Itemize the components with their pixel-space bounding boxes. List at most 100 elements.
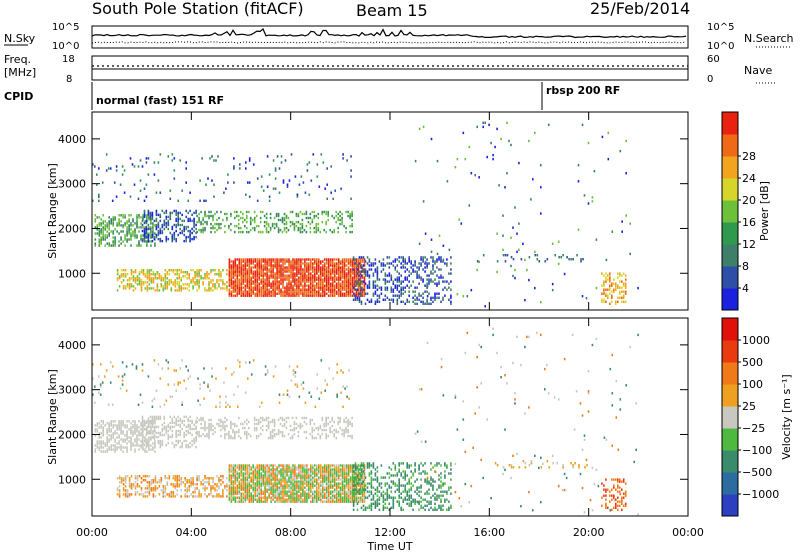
heatmap-cell <box>234 466 237 469</box>
heatmap-cell <box>318 488 320 491</box>
heatmap-cell <box>510 143 512 147</box>
heatmap-cell <box>285 220 288 224</box>
heatmap-cell <box>193 235 195 239</box>
heatmap-cell <box>134 432 136 435</box>
heatmap-cell <box>240 272 243 275</box>
heatmap-cell <box>268 488 270 491</box>
heatmap-cell <box>359 288 362 291</box>
heatmap-cell <box>378 260 381 263</box>
heatmap-cell <box>185 439 187 443</box>
heatmap-cell <box>230 294 233 297</box>
heatmap-cell <box>174 273 176 276</box>
heatmap-cell <box>120 422 122 425</box>
heatmap-cell <box>124 424 126 427</box>
heatmap-cell <box>126 434 128 437</box>
heatmap-cell <box>426 302 428 305</box>
heatmap-cell <box>317 426 320 430</box>
heatmap-cell <box>166 273 169 276</box>
heatmap-cell <box>280 472 282 475</box>
heatmap-cell <box>146 269 149 272</box>
heatmap-cell <box>261 230 264 234</box>
heatmap-cell <box>335 268 338 271</box>
heatmap-cell <box>380 262 383 265</box>
heatmap-cell <box>234 270 237 273</box>
heatmap-cell <box>274 478 276 481</box>
heatmap-cell <box>260 280 262 283</box>
heatmap-cell <box>282 179 285 182</box>
heatmap-cell <box>167 441 170 445</box>
heatmap-cell <box>149 217 152 221</box>
heatmap-cell <box>296 474 298 477</box>
heatmap-cell <box>314 260 316 263</box>
heatmap-cell <box>288 290 290 293</box>
heatmap-cell <box>157 221 160 225</box>
heatmap-cell <box>198 479 200 482</box>
heatmap-cell <box>188 289 190 292</box>
heatmap-cell <box>159 415 162 419</box>
heatmap-cell <box>259 432 262 436</box>
heatmap-cell <box>320 284 322 287</box>
heatmap-cell <box>318 466 320 469</box>
heatmap-cell <box>302 486 304 489</box>
heatmap-cell <box>333 274 336 277</box>
heatmap-cell <box>285 216 288 220</box>
heatmap-cell <box>286 185 289 188</box>
heatmap-cell <box>325 424 327 428</box>
heatmap-cell <box>236 270 239 273</box>
heatmap-cell <box>264 498 266 501</box>
heatmap-cell <box>118 220 120 223</box>
heatmap-cell <box>178 485 180 488</box>
heatmap-cell <box>146 277 149 280</box>
heatmap-cell <box>238 416 240 420</box>
heatmap-cell <box>202 426 204 430</box>
heatmap-cell <box>253 216 256 220</box>
heatmap-cell <box>177 221 179 225</box>
cpid-mode-1: normal (fast) 151 RF <box>96 94 224 107</box>
heatmap-cell <box>351 278 354 281</box>
heatmap-cell <box>156 287 159 290</box>
heatmap-cell <box>345 276 348 279</box>
heatmap-cell <box>265 222 268 226</box>
heatmap-cell <box>168 495 171 498</box>
heatmap-cell <box>258 286 260 289</box>
heatmap-cell <box>260 290 262 293</box>
heatmap-cell <box>206 220 208 224</box>
heatmap-cell <box>215 159 217 162</box>
heatmap-cell <box>246 480 249 483</box>
heatmap-cell <box>314 480 316 483</box>
heatmap-cell <box>122 279 125 282</box>
heatmap-cell <box>252 272 254 275</box>
heatmap-cell <box>264 496 266 499</box>
heatmap-cell <box>402 264 404 267</box>
heatmap-cell <box>181 443 183 447</box>
heatmap-cell <box>163 417 166 421</box>
heatmap-cell <box>156 487 159 490</box>
heatmap-cell <box>382 298 385 301</box>
heatmap-cell <box>318 492 320 495</box>
heatmap-cell <box>191 227 193 231</box>
heatmap-cell <box>191 219 193 223</box>
heatmap-cell <box>98 195 100 198</box>
heatmap-cell <box>470 288 473 292</box>
heatmap-cell <box>294 490 296 493</box>
heatmap-cell <box>359 280 362 283</box>
heatmap-cell <box>380 292 383 295</box>
heatmap-cell <box>161 423 164 427</box>
heatmap-cell <box>306 482 308 485</box>
heatmap-cell <box>318 290 320 293</box>
heatmap-cell <box>264 262 266 265</box>
heatmap-cell <box>157 233 160 237</box>
heatmap-cell <box>96 442 99 445</box>
heatmap-cell <box>341 262 344 265</box>
heatmap-cell <box>189 415 191 419</box>
heatmap-cell <box>306 484 308 487</box>
heatmap-cell <box>242 484 245 487</box>
heatmap-cell <box>208 479 210 482</box>
heatmap-cell <box>323 284 326 287</box>
heatmap-cell <box>440 274 442 277</box>
heatmap-cell <box>228 276 231 279</box>
heatmap-cell <box>258 492 260 495</box>
heatmap-cell <box>234 258 237 261</box>
heatmap-cell <box>132 230 134 233</box>
heatmap-cell <box>310 276 312 279</box>
